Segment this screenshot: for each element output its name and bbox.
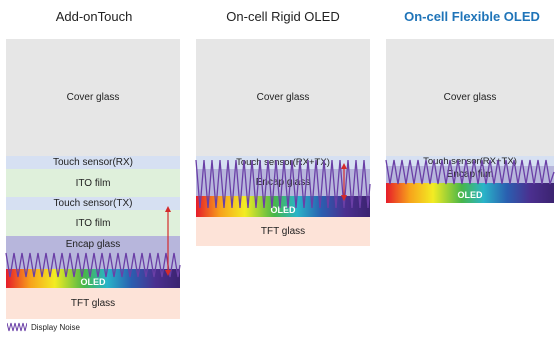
layer-touch-sensor-tx: Touch sensor(TX) (6, 197, 180, 210)
layer-label: TFT glass (70, 298, 116, 309)
column-title-on-cell-flexible: On-cell Flexible OLED (404, 9, 540, 24)
display-noise-wave (5, 252, 181, 278)
layer-ito-film: ITO film (6, 169, 180, 197)
layer-label: OLED (270, 205, 296, 215)
layer-cover-glass: Cover glass (386, 39, 554, 156)
column-title-on-cell-rigid: On-cell Rigid OLED (226, 9, 340, 24)
noise-zigzag (5, 252, 181, 278)
display-noise-legend-icon (7, 322, 27, 332)
layer-oled: OLED (386, 183, 554, 203)
layer-tft-glass: TFT glass (6, 288, 180, 319)
distance-arrow (165, 206, 171, 276)
noise-zigzag (385, 159, 555, 185)
layer-cover-glass: Cover glass (6, 39, 180, 156)
legend-label: Display Noise (31, 322, 80, 332)
distance-arrow (341, 163, 347, 201)
layer-label: ITO film (75, 177, 111, 189)
layer-label: ITO film (75, 217, 111, 229)
layer-label: OLED (457, 190, 483, 200)
layer-label: Touch sensor(TX) (53, 198, 133, 209)
stack-on-cell-flexible: Cover glass Touch sensor(RX+TX) Encap fi… (385, 39, 555, 203)
display-noise-wave (385, 159, 555, 185)
legend: Display Noise (7, 322, 80, 332)
stack-add-on-touch: Cover glass Touch sensor(RX) ITO film To… (5, 39, 181, 319)
layer-ito-film: ITO film (6, 210, 180, 236)
layer-touch-sensor: Touch sensor(RX+TX) (386, 155, 554, 167)
noise-zigzag (195, 159, 371, 209)
layer-tft-glass: TFT glass (196, 217, 370, 246)
layer-label: Touch sensor(RX+TX) (423, 155, 517, 167)
layer-label: Cover glass (443, 92, 497, 103)
layer-cover-glass: Cover glass (196, 39, 370, 156)
layer-label: Encap glass (65, 238, 121, 250)
display-noise-wave (195, 159, 371, 209)
layer-label: Touch sensor(RX+TX) (236, 157, 330, 168)
layer-label: Encap glass (255, 177, 311, 188)
layer-label: TFT glass (260, 226, 306, 237)
layer-touch-sensor: Touch sensor(RX+TX) (196, 156, 370, 169)
layer-label: Cover glass (66, 92, 120, 103)
layer-label: Touch sensor(RX) (52, 157, 134, 168)
layer-label: OLED (80, 277, 106, 287)
layer-encap-glass: Encap glass (6, 236, 180, 252)
column-title-add-on-touch: Add-onTouch (55, 9, 133, 24)
layer-label: Encap film (446, 169, 494, 180)
layer-label: Cover glass (256, 92, 310, 103)
stack-on-cell-rigid: Cover glass Touch sensor(RX+TX) Encap gl… (195, 39, 371, 246)
layer-touch-sensor-rx: Touch sensor(RX) (6, 156, 180, 169)
